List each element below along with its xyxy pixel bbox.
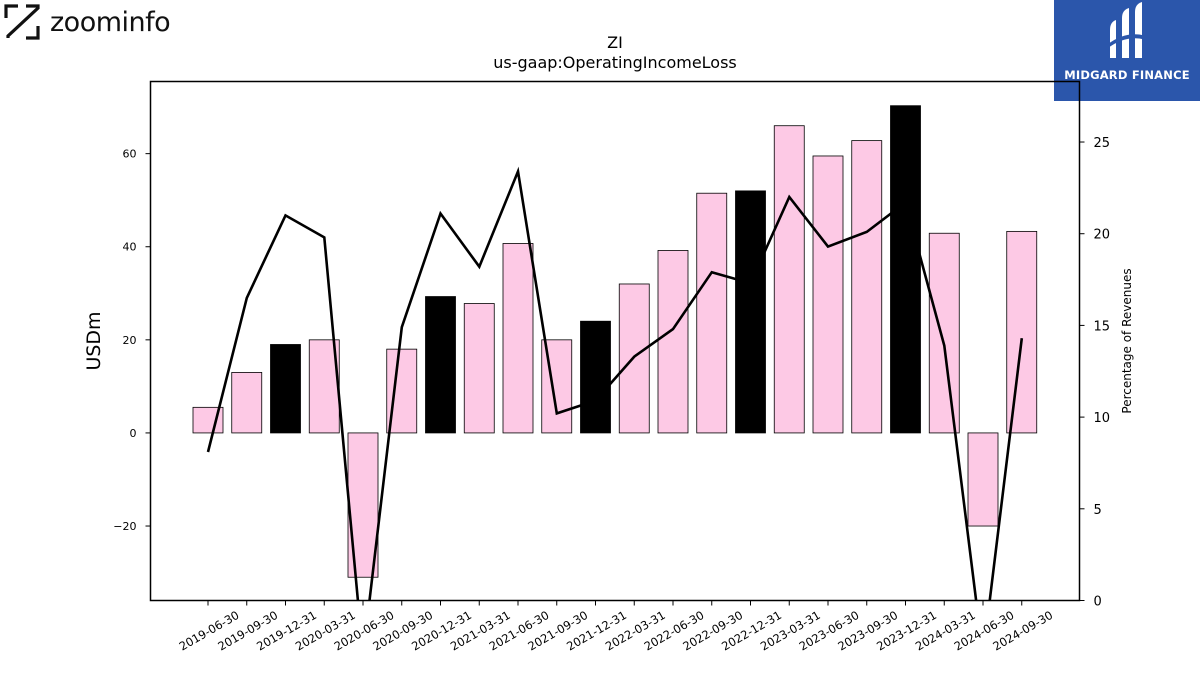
bar-2022-06-30 [657, 250, 689, 434]
bar-2021-12-31 [580, 320, 611, 434]
x-tick-label: 2021-06-30 [487, 608, 552, 654]
bar-2019-12-31 [270, 344, 301, 434]
bar-2019-09-30 [231, 372, 263, 434]
x-tick-label: 2020-09-30 [370, 608, 435, 654]
y-tick-label: 0 [130, 427, 137, 440]
x-tick-label: 2024-09-30 [990, 608, 1055, 654]
x-tick-label: 2024-03-31 [913, 608, 978, 654]
bar-2023-06-30 [812, 155, 844, 434]
right-axis: 0 5 10 15 20 25 [1079, 136, 1111, 610]
bar-2020-06-30 [347, 432, 379, 578]
x-tick-label: 2024-06-30 [952, 608, 1017, 654]
bar-2019-06-30 [192, 406, 224, 434]
x-tick-label: 2021-09-30 [525, 608, 590, 654]
revenue-pct-line [206, 166, 1024, 601]
bar-2024-09-30 [1006, 230, 1038, 434]
midgard-logo-icon [1108, 2, 1146, 58]
x-tick-label: 2021-12-31 [564, 608, 629, 654]
y2-tick-label: 25 [1094, 136, 1111, 151]
y2-tick-label: 0 [1094, 595, 1102, 610]
brand-name: zoominfo [50, 6, 171, 38]
bar-2021-03-31 [463, 303, 495, 434]
x-tick-label: 2020-06-30 [332, 608, 397, 654]
bar-2021-06-30 [502, 243, 534, 434]
y-axis-label: USDm [83, 311, 105, 370]
x-tick-label: 2022-09-30 [680, 608, 745, 654]
y2-tick-label: 20 [1094, 228, 1111, 243]
left-axis: −20 0 20 40 60 [113, 148, 151, 533]
bar-2022-09-30 [696, 192, 728, 434]
line-layer [206, 166, 1024, 601]
y2-tick-label: 15 [1094, 319, 1111, 334]
zoominfo-logo: zoominfo [4, 4, 171, 40]
x-tick-label: 2019-12-31 [254, 608, 319, 654]
zoominfo-mark-icon [4, 4, 40, 40]
x-axis: 2019-06-302019-09-302019-12-312020-03-31… [177, 600, 1055, 654]
y-tick-label: 20 [123, 334, 137, 347]
x-tick-label: 2022-12-31 [719, 608, 784, 654]
bar-2020-12-31 [425, 296, 456, 434]
bar-2022-03-31 [618, 283, 650, 434]
bar-2023-12-31 [890, 105, 921, 434]
bar-2022-12-31 [735, 190, 766, 434]
bar-2021-09-30 [541, 339, 573, 434]
x-tick-label: 2021-03-31 [448, 608, 513, 654]
bar-2023-09-30 [851, 140, 883, 434]
x-tick-label: 2020-03-31 [293, 608, 358, 654]
bars-group [192, 105, 1038, 578]
x-tick-label: 2019-06-30 [177, 608, 242, 654]
bar-2024-03-31 [928, 232, 960, 434]
sponsor-name: MIDGARD FINANCE [1064, 68, 1190, 82]
y2-axis-label: Percentage of Revenues [1120, 268, 1134, 413]
chart-subtitle: us-gaap:OperatingIncomeLoss [493, 53, 737, 72]
bar-2020-09-30 [386, 348, 418, 434]
bar-2024-06-30 [967, 432, 999, 527]
plot-frame [149, 80, 1081, 602]
chart-title: ZI [607, 33, 623, 52]
x-tick-label: 2023-12-31 [874, 608, 939, 654]
y2-tick-label: 10 [1094, 411, 1111, 426]
x-tick-label: 2023-03-31 [758, 608, 823, 654]
x-tick-label: 2022-06-30 [642, 608, 707, 654]
bar-2020-03-31 [308, 339, 340, 434]
y-tick-label: −20 [113, 520, 136, 533]
x-tick-label: 2019-09-30 [215, 608, 280, 654]
y-tick-label: 60 [123, 148, 137, 161]
x-tick-label: 2022-03-31 [603, 608, 668, 654]
y2-tick-label: 5 [1094, 503, 1102, 518]
sponsor-logo: MIDGARD FINANCE [1054, 0, 1200, 101]
x-tick-label: 2023-09-30 [835, 608, 900, 654]
bar-2023-03-31 [773, 125, 805, 434]
x-tick-label: 2023-06-30 [797, 608, 862, 654]
y-tick-label: 40 [123, 241, 137, 254]
x-tick-label: 2020-12-31 [409, 608, 474, 654]
